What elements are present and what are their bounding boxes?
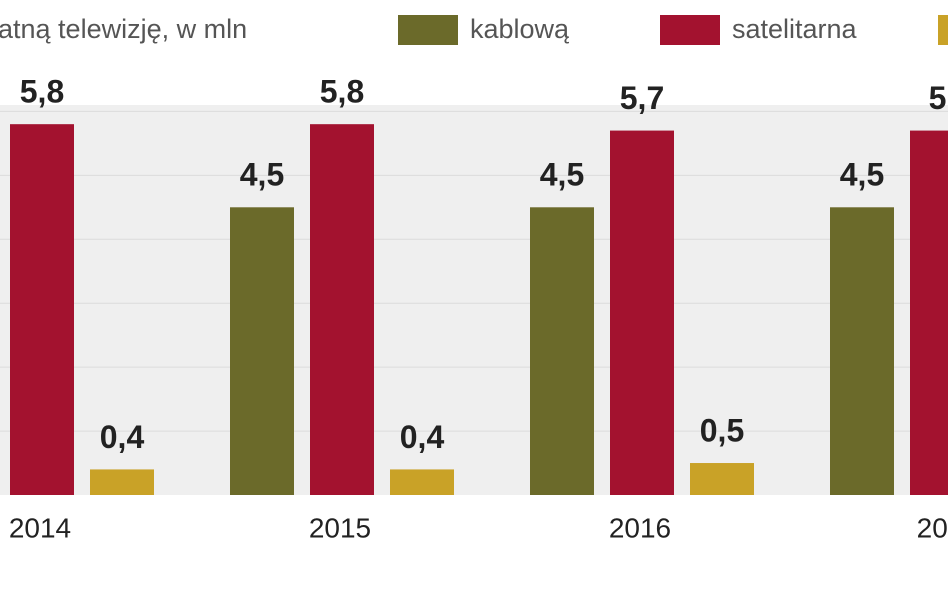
value-label: 5, [929,80,948,116]
value-label: 5,7 [620,80,664,116]
value-label: 0,4 [400,419,445,455]
bar [390,469,454,495]
bar [610,130,674,495]
bar [690,463,754,495]
bar [830,207,894,495]
plot-background [0,105,948,495]
value-label: 0,4 [100,419,145,455]
value-label: 4,5 [540,157,584,193]
x-tick-label: 201 [917,512,948,543]
bar [530,207,594,495]
bar [230,207,294,495]
value-label: 0,5 [700,412,744,448]
bar [910,130,948,495]
legend-swatch [660,15,720,45]
x-tick-label: 2015 [309,512,371,543]
legend-swatch [938,15,948,45]
x-tick-label: 2014 [9,512,71,543]
bar [310,124,374,495]
legend-label: satelitarna [732,14,858,44]
bar [10,124,74,495]
value-label: 5,8 [20,74,64,110]
legend-label: kablową [470,14,570,44]
bar [90,469,154,495]
value-label: 5,8 [320,74,364,110]
x-tick-label: 2016 [609,512,671,543]
value-label: 4,5 [840,157,884,193]
chart-title: atną telewizję, w mln [0,14,247,44]
value-label: 4,5 [240,157,284,193]
legend-swatch [398,15,458,45]
